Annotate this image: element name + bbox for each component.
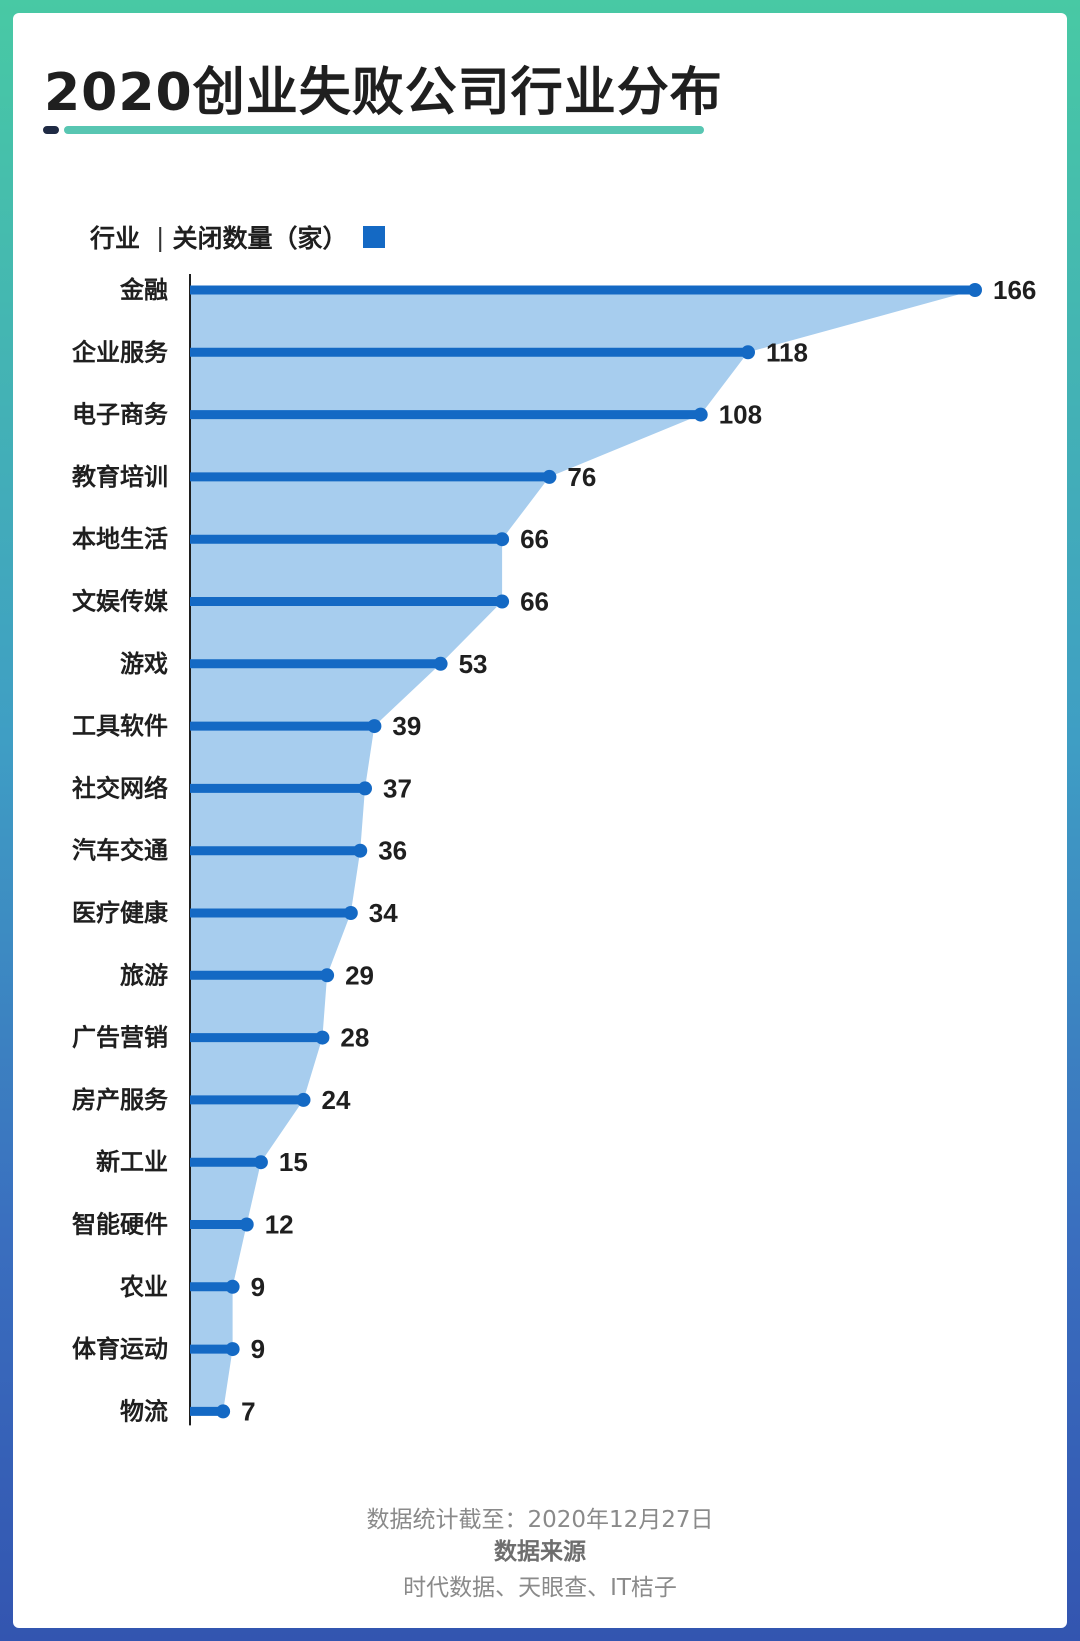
value-label: 29 bbox=[345, 960, 374, 990]
bar-end-dot bbox=[296, 1092, 311, 1107]
value-label: 12 bbox=[265, 1210, 294, 1240]
category-label: 企业服务 bbox=[72, 338, 169, 366]
bar-end-dot bbox=[693, 407, 708, 422]
value-label: 53 bbox=[459, 649, 488, 679]
category-label: 工具软件 bbox=[72, 712, 168, 740]
category-label: 智能硬件 bbox=[72, 1211, 168, 1239]
bar-end-dot bbox=[367, 719, 382, 734]
category-label: 农业 bbox=[119, 1273, 168, 1301]
bar-end-dot bbox=[216, 1404, 231, 1419]
category-label: 电子商务 bbox=[72, 401, 169, 429]
value-label: 34 bbox=[369, 898, 398, 928]
category-label: 文娱传媒 bbox=[72, 588, 169, 616]
value-label: 118 bbox=[766, 337, 808, 367]
value-label: 108 bbox=[719, 400, 762, 430]
value-label: 9 bbox=[251, 1334, 265, 1364]
legend-separator: | bbox=[156, 222, 165, 252]
area-fill bbox=[190, 290, 975, 1412]
value-label: 39 bbox=[392, 711, 421, 741]
bar-end-dot bbox=[495, 594, 510, 609]
bar-end-dot bbox=[225, 1279, 240, 1294]
chart-card bbox=[13, 13, 1067, 1628]
value-label: 28 bbox=[340, 1023, 369, 1053]
category-label: 新工业 bbox=[96, 1148, 168, 1176]
footer-source-title: 数据来源 bbox=[494, 1539, 586, 1565]
bar-end-dot bbox=[741, 345, 755, 360]
bar-end-dot bbox=[315, 1030, 330, 1045]
value-label: 66 bbox=[520, 524, 549, 554]
category-label: 游戏 bbox=[120, 650, 168, 678]
title-underline bbox=[64, 126, 704, 134]
value-label: 9 bbox=[251, 1272, 265, 1302]
category-label: 金融 bbox=[119, 276, 168, 304]
bar-end-dot bbox=[239, 1217, 254, 1232]
category-label: 体育运动 bbox=[72, 1335, 168, 1363]
chart-title: 2020创业失败公司行业分布 bbox=[44, 63, 723, 123]
category-label: 教育培训 bbox=[72, 463, 168, 491]
bar-end-dot bbox=[433, 656, 448, 671]
value-label: 15 bbox=[279, 1147, 308, 1177]
footer-sources: 时代数据、天眼查、IT桔子 bbox=[403, 1575, 677, 1601]
value-label: 66 bbox=[520, 587, 549, 617]
value-label: 7 bbox=[241, 1396, 255, 1426]
footer-date-note: 数据统计截至：2020年12月27日 bbox=[366, 1507, 714, 1533]
category-label: 房产服务 bbox=[72, 1086, 169, 1114]
legend: 行业 | 关闭数量（家） bbox=[90, 220, 386, 254]
bar-end-dot bbox=[353, 843, 368, 858]
bar-end-dot bbox=[542, 469, 557, 484]
value-label: 166 bbox=[993, 275, 1036, 305]
bar-end-dot bbox=[253, 1155, 268, 1170]
bar-end-dot bbox=[225, 1342, 240, 1357]
bar-end-dot bbox=[495, 532, 510, 547]
bar-end-dot bbox=[358, 781, 372, 796]
bar-end-dot bbox=[320, 968, 335, 983]
value-label: 24 bbox=[322, 1085, 351, 1115]
value-label: 76 bbox=[567, 462, 596, 492]
value-label: 36 bbox=[378, 836, 407, 866]
category-label: 汽车交通 bbox=[72, 837, 168, 865]
category-label: 旅游 bbox=[120, 961, 168, 989]
legend-value-header: 关闭数量（家） bbox=[172, 224, 348, 253]
title-underline-dot bbox=[43, 126, 59, 134]
category-label: 医疗健康 bbox=[72, 899, 169, 927]
legend-swatch bbox=[363, 226, 386, 248]
value-label: 37 bbox=[383, 773, 412, 803]
bar-end-dot bbox=[968, 283, 982, 297]
bar-end-dot bbox=[343, 906, 358, 920]
category-label: 物流 bbox=[120, 1397, 168, 1425]
legend-category-header: 行业 bbox=[90, 224, 141, 253]
category-label: 广告营销 bbox=[72, 1024, 168, 1052]
category-label: 本地生活 bbox=[72, 525, 168, 553]
category-label: 社交网络 bbox=[72, 774, 168, 802]
